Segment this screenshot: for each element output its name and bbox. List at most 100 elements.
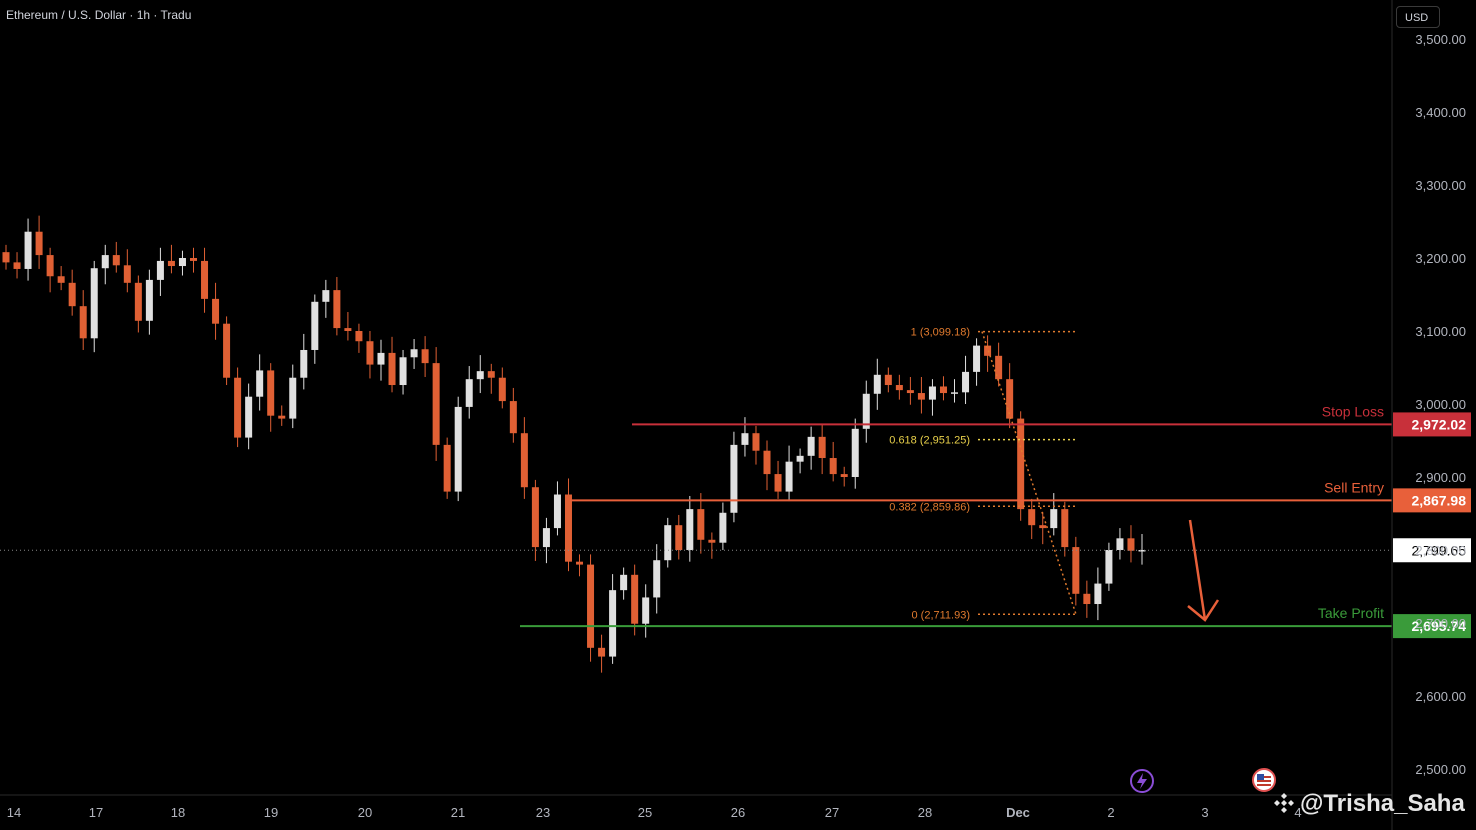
fib-level-label: 0.618 (2,951.25)	[889, 435, 970, 447]
candle-body	[498, 377, 506, 402]
candle-body	[741, 433, 749, 445]
time-tick-label: 20	[358, 805, 372, 820]
candle-body	[884, 374, 892, 386]
chart-title: Ethereum / U.S. Dollar · 1h · Tradu	[6, 8, 192, 22]
candle-body	[311, 301, 319, 350]
candle-body	[410, 349, 418, 358]
candle-body	[145, 279, 153, 321]
candle-body	[873, 374, 881, 394]
candle-body	[598, 647, 606, 657]
candle-body	[256, 370, 264, 397]
time-tick-label: 3	[1201, 805, 1208, 820]
candle-body	[212, 298, 220, 324]
candle-body	[653, 560, 661, 598]
candle-body	[1050, 509, 1058, 529]
candle-body	[278, 415, 286, 419]
fib-level-label: 0.382 (2,859.86)	[889, 501, 970, 513]
candle-body	[962, 371, 970, 393]
candle-body	[79, 306, 87, 339]
candle-body	[553, 494, 561, 529]
candle-body	[520, 433, 528, 488]
candle-body	[917, 393, 925, 400]
candle-body	[995, 355, 1003, 380]
candle-body	[807, 436, 815, 456]
candle-body	[123, 265, 131, 283]
candle-body	[1138, 550, 1146, 552]
candle-body	[344, 328, 352, 331]
candle-body	[1039, 525, 1047, 529]
candle-body	[432, 363, 440, 445]
candle-body	[829, 458, 837, 475]
candle-body	[984, 345, 992, 356]
time-tick-label: 21	[451, 805, 465, 820]
candle-body	[234, 377, 242, 438]
us-flag-icon[interactable]	[1252, 768, 1276, 792]
time-tick-label: 28	[918, 805, 932, 820]
candle-body	[267, 370, 275, 416]
candle-body	[46, 255, 54, 277]
price-tick-label: 2,500.00	[1415, 762, 1466, 777]
candle-body	[399, 357, 407, 386]
time-tick-label: 25	[638, 805, 652, 820]
price-tick-label: 2,900.00	[1415, 470, 1466, 485]
candle-body	[620, 574, 628, 591]
candle-body	[796, 455, 804, 462]
level-price-tag	[1393, 412, 1471, 437]
candle-body	[609, 590, 617, 657]
candle-body	[289, 377, 297, 419]
candle-body	[1061, 509, 1069, 548]
candle-body	[509, 401, 517, 434]
price-tick-label: 2,600.00	[1415, 689, 1466, 704]
time-tick-label: 18	[171, 805, 185, 820]
candle-body	[322, 290, 330, 302]
candle-body	[300, 349, 308, 378]
candle-body	[928, 386, 936, 400]
candle-body	[564, 494, 572, 562]
candle-body	[90, 268, 98, 339]
candle-body	[1083, 593, 1091, 605]
candle-body	[752, 433, 760, 451]
candle-body	[686, 509, 694, 550]
price-tick-label: 3,300.00	[1415, 178, 1466, 193]
candle-body	[1105, 550, 1113, 584]
candle-body	[167, 260, 175, 267]
candle-body	[421, 349, 429, 364]
candle-body	[576, 561, 584, 565]
lightning-icon[interactable]	[1129, 768, 1155, 794]
candle-body	[1116, 538, 1124, 550]
level-price-value: 2,972.02	[1412, 416, 1467, 432]
candle-body	[487, 371, 495, 378]
candle-body	[664, 525, 672, 561]
level-price-value: 2,695.74	[1412, 618, 1467, 634]
candle-body	[774, 474, 782, 492]
fib-level-label: 0 (2,711.93)	[911, 609, 970, 621]
candle-body	[763, 450, 771, 475]
currency-button[interactable]: USD	[1396, 6, 1440, 28]
current-price-value: 2,799.65	[1412, 542, 1467, 558]
time-tick-label: Dec	[1006, 805, 1030, 820]
candle-body	[1127, 538, 1135, 551]
candle-body	[1028, 509, 1036, 526]
time-tick-label: 27	[825, 805, 839, 820]
candle-body	[840, 474, 848, 477]
candle-body	[818, 436, 826, 459]
time-tick-label: 17	[89, 805, 103, 820]
candle-body	[675, 525, 683, 550]
price-tick-label: 3,100.00	[1415, 324, 1466, 339]
candle-body	[388, 352, 396, 386]
fibonacci-retracement: 1 (3,099.18) 0.618 (2,951.25) 0.382 (2,859…	[889, 327, 1078, 621]
candle-body	[201, 260, 209, 299]
time-tick-label: 14	[7, 805, 21, 820]
fib-level-label: 1 (3,099.18)	[911, 327, 970, 339]
candle-body	[454, 406, 462, 492]
candle-body	[366, 341, 374, 365]
candle-body	[1006, 379, 1014, 419]
candle-body	[443, 444, 451, 492]
candle-body	[35, 231, 43, 256]
candle-body	[1072, 547, 1080, 594]
price-tick-label: 3,500.00	[1415, 32, 1466, 47]
price-tick-label: 2,700.00	[1415, 616, 1466, 631]
candle-body	[189, 258, 197, 261]
watermark: @Trisha_Saha	[1272, 790, 1465, 818]
